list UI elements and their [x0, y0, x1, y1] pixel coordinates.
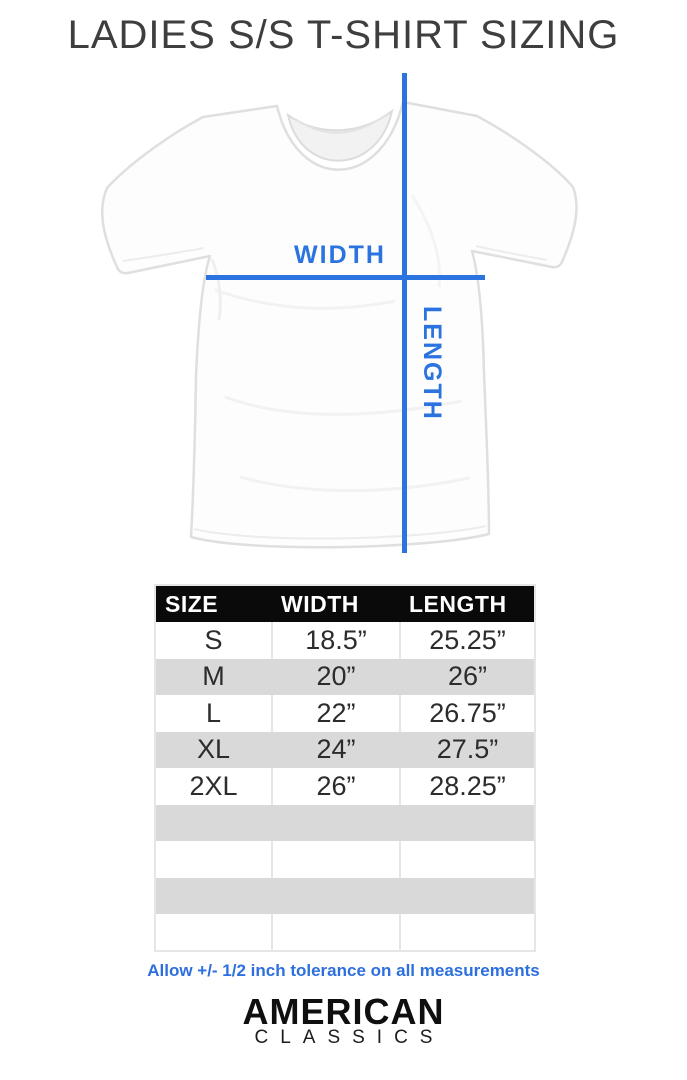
cell-width: [271, 804, 400, 841]
tshirt-illustration: [100, 100, 578, 549]
cell-size: [155, 914, 272, 951]
size-chart-header-row: SIZE WIDTH LENGTH: [155, 585, 535, 622]
tshirt-right-cuff-seam: [475, 245, 548, 261]
size-chart-table: SIZE WIDTH LENGTH S 18.5” 25.25” M 20” 2…: [154, 584, 536, 952]
cell-size: [155, 841, 272, 878]
cell-length: [399, 841, 535, 878]
cell-width: [271, 914, 400, 951]
cell-size: S: [155, 622, 272, 659]
tshirt-wrinkle: [224, 395, 463, 416]
cell-width: 18.5”: [271, 622, 400, 659]
brand-logo-classics: CLASSICS: [254, 1027, 445, 1048]
table-row: XL 24” 27.5”: [155, 731, 535, 768]
tshirt-body: [100, 100, 578, 549]
tshirt-left-cuff-seam: [122, 247, 205, 262]
length-measure-label: LENGTH: [418, 306, 446, 421]
cell-width: 22”: [271, 695, 400, 732]
cell-size: M: [155, 658, 272, 695]
cell-length: 26”: [399, 658, 535, 695]
table-row: S 18.5” 25.25”: [155, 622, 535, 659]
cell-length: [399, 804, 535, 841]
cell-size: L: [155, 695, 272, 732]
table-row: 2XL 26” 28.25”: [155, 768, 535, 805]
table-row-empty: [155, 914, 535, 951]
cell-size: [155, 877, 272, 914]
tshirt-hem-stitch: [193, 525, 487, 540]
cell-length: 26.75”: [399, 695, 535, 732]
cell-length: 27.5”: [399, 731, 535, 768]
table-row: M 20” 26”: [155, 658, 535, 695]
tolerance-note: Allow +/- 1/2 inch tolerance on all meas…: [147, 961, 540, 980]
table-row-empty: [155, 877, 535, 914]
cell-width: 20”: [271, 658, 400, 695]
header-width: WIDTH: [272, 585, 400, 622]
brand-logo-american: AMERICAN: [242, 991, 445, 1032]
cell-length: 25.25”: [399, 622, 535, 659]
cell-size: 2XL: [155, 768, 272, 805]
page-title: LADIES S/S T-SHIRT SIZING: [67, 13, 620, 57]
tshirt-collar-opening: [286, 108, 394, 162]
length-measure-line: [402, 73, 407, 553]
cell-width: 26”: [271, 768, 400, 805]
table-row-empty: [155, 841, 535, 878]
width-measure-line: [206, 275, 485, 280]
tshirt-figure: [90, 75, 590, 570]
cell-length: [399, 914, 535, 951]
tshirt-backneck-seam: [294, 114, 387, 134]
tshirt-wrinkle: [210, 258, 222, 321]
header-size: SIZE: [155, 585, 272, 622]
width-measure-label: WIDTH: [294, 241, 386, 269]
cell-width: [271, 841, 400, 878]
cell-length: [399, 877, 535, 914]
cell-size: [155, 804, 272, 841]
cell-width: 24”: [271, 731, 400, 768]
header-length: LENGTH: [400, 585, 535, 622]
cell-width: [271, 877, 400, 914]
cell-size: XL: [155, 731, 272, 768]
tshirt-wrinkle: [214, 288, 396, 310]
tshirt-wrinkle: [239, 475, 471, 493]
cell-length: 28.25”: [399, 768, 535, 805]
table-row-empty: [155, 804, 535, 841]
table-row: L 22” 26.75”: [155, 695, 535, 732]
